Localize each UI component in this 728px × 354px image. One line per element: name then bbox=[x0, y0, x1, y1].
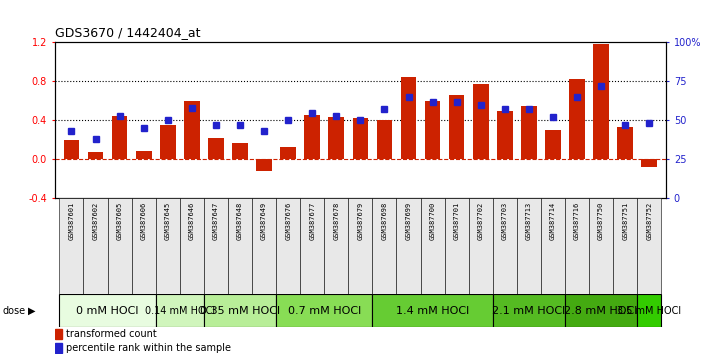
Text: 0.14 mM HOCl: 0.14 mM HOCl bbox=[145, 306, 215, 316]
Bar bbox=[637, 198, 661, 294]
Bar bbox=[328, 118, 344, 159]
Bar bbox=[373, 295, 493, 327]
Bar bbox=[112, 116, 127, 159]
Bar bbox=[373, 198, 397, 294]
Text: GSM387713: GSM387713 bbox=[526, 202, 532, 240]
Bar bbox=[376, 120, 392, 159]
Bar bbox=[637, 295, 661, 327]
Bar bbox=[352, 118, 368, 159]
Text: GSM387699: GSM387699 bbox=[405, 202, 411, 240]
Text: GSM387677: GSM387677 bbox=[309, 202, 315, 240]
Bar bbox=[449, 95, 464, 159]
Bar bbox=[84, 198, 108, 294]
Bar bbox=[132, 198, 156, 294]
Bar bbox=[617, 127, 633, 159]
Bar bbox=[180, 198, 204, 294]
Bar bbox=[521, 106, 537, 159]
Text: GSM387716: GSM387716 bbox=[574, 202, 580, 240]
Bar bbox=[424, 101, 440, 159]
Bar bbox=[256, 159, 272, 171]
Bar bbox=[493, 198, 517, 294]
Bar bbox=[280, 147, 296, 159]
Text: GSM387678: GSM387678 bbox=[333, 202, 339, 240]
Bar bbox=[228, 198, 252, 294]
Text: GSM387703: GSM387703 bbox=[502, 202, 508, 240]
Text: 0 mM HOCl: 0 mM HOCl bbox=[76, 306, 139, 316]
Bar bbox=[565, 198, 589, 294]
Bar bbox=[300, 198, 324, 294]
Text: dose: dose bbox=[2, 306, 25, 316]
Bar bbox=[545, 130, 561, 159]
Bar bbox=[493, 295, 565, 327]
Bar bbox=[108, 198, 132, 294]
Bar bbox=[204, 198, 228, 294]
Text: GSM387698: GSM387698 bbox=[381, 202, 387, 240]
Bar bbox=[60, 198, 84, 294]
Text: 2.1 mM HOCl: 2.1 mM HOCl bbox=[492, 306, 566, 316]
Bar bbox=[184, 101, 199, 159]
Text: GSM387751: GSM387751 bbox=[622, 202, 628, 240]
Text: GSM387702: GSM387702 bbox=[478, 202, 483, 240]
Text: percentile rank within the sample: percentile rank within the sample bbox=[66, 343, 231, 353]
Bar bbox=[63, 140, 79, 159]
Bar bbox=[55, 343, 62, 353]
Text: ▶: ▶ bbox=[28, 306, 35, 316]
Bar bbox=[589, 198, 613, 294]
Text: GSM387605: GSM387605 bbox=[116, 202, 122, 240]
Text: GSM387648: GSM387648 bbox=[237, 202, 243, 240]
Bar bbox=[87, 153, 103, 159]
Bar bbox=[641, 159, 657, 167]
Bar bbox=[473, 84, 488, 159]
Bar bbox=[276, 295, 373, 327]
Bar bbox=[348, 198, 373, 294]
Bar bbox=[613, 198, 637, 294]
Text: 1.4 mM HOCl: 1.4 mM HOCl bbox=[396, 306, 470, 316]
Text: GSM387714: GSM387714 bbox=[550, 202, 556, 240]
Bar bbox=[517, 198, 541, 294]
Text: GSM387750: GSM387750 bbox=[598, 202, 604, 240]
Bar bbox=[593, 45, 609, 159]
Bar bbox=[445, 198, 469, 294]
Bar bbox=[252, 198, 276, 294]
Text: GSM387752: GSM387752 bbox=[646, 202, 652, 240]
Bar bbox=[469, 198, 493, 294]
Text: GSM387646: GSM387646 bbox=[189, 202, 195, 240]
Text: GDS3670 / 1442404_at: GDS3670 / 1442404_at bbox=[55, 26, 200, 39]
Bar bbox=[156, 198, 180, 294]
Bar bbox=[60, 295, 156, 327]
Bar bbox=[208, 138, 223, 159]
Bar bbox=[304, 115, 320, 159]
Bar bbox=[232, 143, 248, 159]
Text: transformed count: transformed count bbox=[66, 329, 157, 339]
Bar bbox=[400, 76, 416, 159]
Text: GSM387701: GSM387701 bbox=[454, 202, 459, 240]
Bar bbox=[569, 80, 585, 159]
Bar bbox=[276, 198, 300, 294]
Text: GSM387676: GSM387676 bbox=[285, 202, 291, 240]
Text: GSM387700: GSM387700 bbox=[430, 202, 435, 240]
Bar bbox=[541, 198, 565, 294]
Text: GSM387645: GSM387645 bbox=[165, 202, 171, 240]
Bar bbox=[324, 198, 348, 294]
Text: 0.7 mM HOCl: 0.7 mM HOCl bbox=[288, 306, 361, 316]
Bar bbox=[156, 295, 204, 327]
Text: GSM387606: GSM387606 bbox=[141, 202, 146, 240]
Bar bbox=[497, 110, 513, 159]
Bar bbox=[421, 198, 445, 294]
Bar bbox=[160, 125, 175, 159]
Text: GSM387602: GSM387602 bbox=[92, 202, 98, 240]
Text: GSM387679: GSM387679 bbox=[357, 202, 363, 240]
Bar bbox=[55, 329, 62, 339]
Text: 2.8 mM HOCl: 2.8 mM HOCl bbox=[564, 306, 638, 316]
Text: GSM387647: GSM387647 bbox=[213, 202, 219, 240]
Text: 3.5 mM HOCl: 3.5 mM HOCl bbox=[617, 306, 681, 316]
Bar bbox=[565, 295, 637, 327]
Bar bbox=[204, 295, 276, 327]
Bar bbox=[136, 150, 151, 159]
Text: GSM387649: GSM387649 bbox=[261, 202, 267, 240]
Text: 0.35 mM HOCl: 0.35 mM HOCl bbox=[200, 306, 280, 316]
Text: GSM387601: GSM387601 bbox=[68, 202, 74, 240]
Bar bbox=[397, 198, 421, 294]
